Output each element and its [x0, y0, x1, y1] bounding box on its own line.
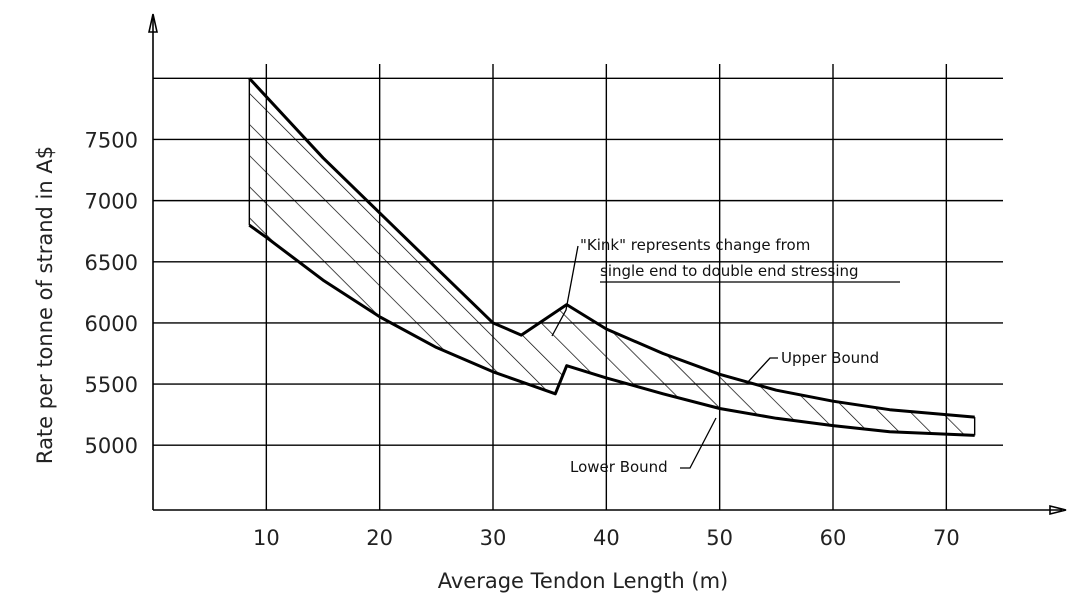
x-tick-label: 30 [480, 526, 507, 550]
annotations: "Kink" represents change from single end… [551, 236, 900, 476]
y-tick-label: 5500 [85, 373, 138, 397]
lower-bound-label: Lower Bound [570, 458, 668, 476]
x-tick-label: 20 [366, 526, 393, 550]
y-axis-title: Rate per tonne of strand in A$ [33, 146, 57, 464]
kink-annotation-line-1: "Kink" represents change from [580, 236, 810, 254]
y-tick-label: 7000 [85, 190, 138, 214]
x-tick-label: 50 [706, 526, 733, 550]
tick-labels: 10 20 30 40 50 60 70 5000 5500 6000 6500 7000 7500 [85, 128, 960, 550]
kink-annotation-line-2: single end to double end stressing [600, 262, 859, 280]
x-tick-label: 10 [253, 526, 280, 550]
y-tick-label: 7500 [85, 128, 138, 152]
y-tick-label: 5000 [85, 434, 138, 458]
x-axis-title: Average Tendon Length (m) [438, 569, 729, 593]
x-tick-label: 40 [593, 526, 620, 550]
y-axis-arrow [148, 13, 158, 33]
x-tick-label: 70 [933, 526, 960, 550]
x-tick-label: 60 [820, 526, 847, 550]
y-tick-label: 6500 [85, 251, 138, 275]
y-tick-label: 6000 [85, 312, 138, 336]
lower-bound-leader [680, 417, 717, 469]
x-axis-arrow [1049, 504, 1067, 516]
lower-bound-line [248, 223, 975, 437]
kink-leader-line [551, 245, 579, 337]
upper-bound-label: Upper Bound [781, 349, 879, 367]
upper-bound-leader [747, 357, 778, 383]
axes [148, 13, 1067, 516]
hatched-band [249, 78, 975, 436]
